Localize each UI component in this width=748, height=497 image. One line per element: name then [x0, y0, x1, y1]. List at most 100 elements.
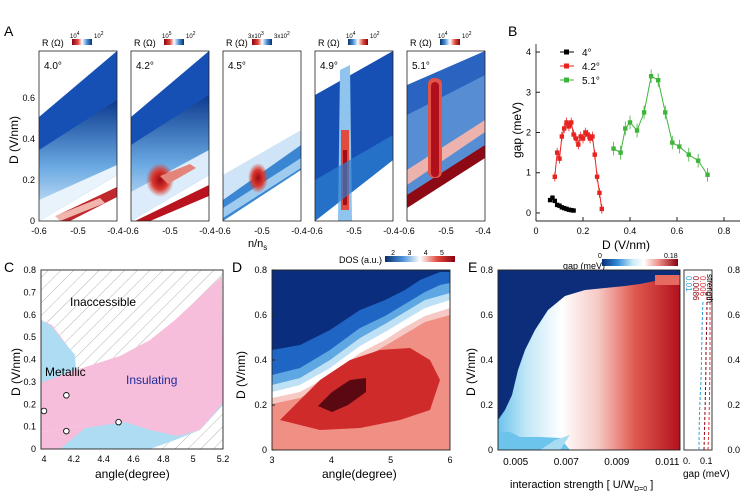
series-line-5.1°: [613, 75, 708, 176]
data-point: [611, 146, 616, 151]
map-colorbar: [72, 39, 92, 45]
data-point: [627, 120, 633, 125]
side-line-0-01: [698, 299, 704, 451]
panel-a-xaxis: -0.6 -0.5 -0.4 -0.6 -0.5 -0.4 -0.6 -0.5 …: [31, 226, 491, 236]
panel-b-legend: 4° 4.2° 5.1°: [560, 48, 600, 87]
panel-a-xtick: -0.4: [107, 226, 123, 236]
panel-a-ytick: 0.6: [22, 93, 35, 103]
legend-marker: [564, 63, 569, 69]
map-cb-high: 102: [462, 31, 472, 40]
panel-b-xtick: 0.2: [577, 226, 590, 236]
data-point: [573, 136, 579, 141]
panel-b-xtick: 0.4: [624, 226, 637, 236]
panel-c-xtick: 5.2: [217, 454, 230, 464]
data-point: [557, 203, 562, 208]
panel-b: B gap (meV) 0 1 2 3 4 0 0.2 0.4 0.6 0.8 D (V/nm)…: [508, 23, 740, 252]
data-point: [550, 195, 555, 200]
side-xtick: 0.1: [700, 456, 713, 466]
panel-d-cb-tick: 4: [424, 250, 428, 257]
panel-a-xtick: -0.6: [31, 226, 47, 236]
panel-a-ylabel: D (V/nm): [7, 116, 21, 164]
panel-e-side-ytick: 0.4: [727, 355, 740, 365]
panel-b-ytick: 3: [526, 87, 531, 97]
legend-label: 4.2°: [582, 62, 600, 73]
panel-d-ytick: 0.6: [254, 310, 267, 320]
panel-c-ytick: 0.7: [23, 287, 36, 297]
panel-d-ytick: 0: [262, 445, 267, 455]
panel-b-ytick: 2: [526, 128, 531, 138]
map-angle-label: 4.0°: [44, 61, 62, 72]
data-point: [554, 150, 560, 155]
panel-e-xtick: 0.005: [503, 457, 528, 468]
panel-e-ylabel: D (V/nm): [464, 348, 478, 396]
panel-b-ytick: 4: [526, 47, 531, 57]
panel-a-yaxis: 0 0.2 0.4 0.6: [22, 93, 35, 226]
panel-a-xtick: -0.4: [291, 226, 307, 236]
label-metallic: Metallic: [45, 365, 86, 379]
label-inaccessible: Inaccessible: [70, 295, 136, 309]
panel-e-cb-tick: 0: [598, 253, 602, 260]
data-point: [597, 190, 602, 196]
panel-c-xtick: 4.6: [127, 454, 140, 464]
side-xlabel: gap (meV): [683, 469, 730, 480]
panel-a-xlabel: n/ns: [248, 238, 267, 252]
label-insulating: Insulating: [126, 373, 177, 387]
panel-d-cb-tick: 3: [407, 250, 411, 257]
panel-c-letter: C: [4, 259, 14, 275]
map-cb-label: R (Ω): [410, 38, 432, 48]
map-colorbar: [252, 39, 272, 45]
panel-c-ytick: 0.3: [23, 377, 36, 387]
phase-point: [40, 407, 48, 415]
panel-a-ytick: 0.4: [22, 134, 35, 144]
map-cb-low: 104: [70, 31, 80, 40]
gap-map-gapped-region: [498, 279, 680, 450]
panel-a-xtick: -0.4: [475, 226, 491, 236]
map-angle-label: 4.2°: [136, 61, 154, 72]
panel-e-side-ytick: 0.8: [727, 265, 740, 275]
data-point: [562, 205, 567, 211]
side-legend-entry: 0.01: [684, 276, 693, 292]
panel-e: E D (V/nm) gap (meV) 0 0.18 00.20.40.60.…: [464, 253, 740, 493]
panel-c: C D (V/nm) Inaccessible Metallic Insulat…: [4, 259, 229, 481]
panel-e-ytick: 0.2: [480, 400, 493, 410]
panel-a-xtick: -0.6: [215, 226, 231, 236]
panel-a-xtick: -0.5: [346, 226, 362, 236]
panel-b-xtick: 0: [533, 226, 538, 236]
panel-d-letter: D: [232, 259, 242, 275]
data-point: [576, 142, 581, 147]
data-point: [592, 152, 597, 157]
side-xtick: 0.: [683, 456, 691, 466]
panel-d-xticks: 3 4 5 6: [269, 455, 452, 465]
panel-b-series: [547, 69, 710, 214]
panel-e-cb-label: gap (meV): [563, 261, 605, 271]
panel-c-xtick: 4.4: [97, 454, 110, 464]
map-cb-low: 3x103: [248, 31, 264, 40]
panel-e-side-ytick: 0.2: [727, 400, 740, 410]
phase-point: [63, 392, 70, 399]
panel-e-xticks: 0.005 0.007 0.009 0.011: [503, 457, 680, 468]
panel-c-xtick: 4: [41, 454, 46, 464]
data-point: [656, 78, 661, 83]
data-point: [578, 134, 583, 139]
data-point: [634, 128, 640, 133]
map-cb-label: R (Ω): [134, 38, 156, 48]
panel-a-map-4-9: 4.9° R (Ω) 104 102: [314, 31, 394, 222]
map-cb-high: 102: [186, 31, 196, 40]
data-point: [594, 174, 600, 179]
map-cb-high: 102: [94, 31, 104, 40]
panel-a-ytick: 0: [30, 216, 35, 226]
panel-d-xtick: 5: [388, 455, 393, 465]
data-point: [554, 202, 560, 208]
panel-d-cb-label: DOS (a.u.): [339, 255, 382, 265]
panel-e-side-yticks: 0.0 0.2 0.4 0.6 0.8: [727, 265, 740, 455]
panel-e-ytick: 0.6: [480, 310, 493, 320]
side-line-0-0086: [703, 289, 708, 451]
data-point: [663, 110, 668, 115]
panel-d-yticks: 0 0.2 0.4 0.6 0.8: [254, 265, 275, 455]
data-point: [564, 120, 569, 125]
data-point: [569, 120, 574, 125]
data-point: [677, 144, 682, 149]
panel-b-yticks: 0 1 2 3 4: [526, 47, 540, 218]
panel-e-ytick: 0.4: [480, 355, 493, 365]
panel-b-xlabel: D (V/nm): [602, 238, 650, 252]
